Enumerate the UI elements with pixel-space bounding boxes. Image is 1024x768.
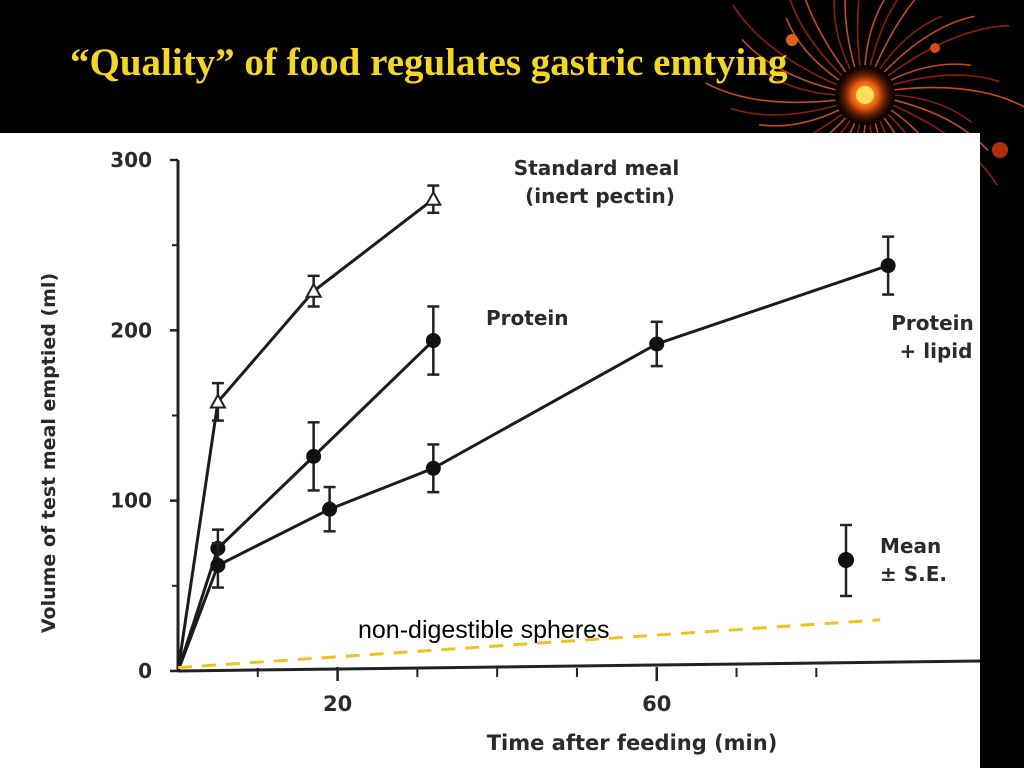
series-line [176, 339, 435, 672]
firework-ray [894, 94, 973, 123]
firework-ray [879, 15, 943, 70]
series-line [176, 197, 435, 672]
y-axis-label: Volume of test meal emptied (ml) [38, 273, 60, 633]
series-label-standard-meal-line2: (inert pectin) [525, 184, 675, 208]
series-line [176, 264, 889, 672]
series-0 [176, 184, 443, 672]
firework-ray [892, 74, 1000, 86]
firework-ray [890, 63, 972, 81]
legend-marker [838, 552, 854, 568]
data-point [424, 190, 443, 206]
y-tick-label: 200 [110, 318, 152, 342]
legend-label-line1: Mean [880, 534, 941, 558]
series-1 [176, 305, 441, 672]
firework-ray [864, 0, 886, 66]
data-point [425, 333, 441, 349]
legend-label-line2: ± S.E. [880, 562, 947, 586]
firework-ray [874, 0, 916, 68]
slide-title: “Quality” of food regulates gastric emty… [70, 41, 788, 84]
firework-ray [785, 17, 840, 81]
data-point [210, 557, 226, 573]
firework-ray [732, 4, 838, 86]
firework-ray [869, 0, 899, 66]
data-point [425, 460, 441, 476]
x-axis-label: Time after feeding (min) [487, 731, 778, 755]
data-point [322, 501, 338, 517]
firework-ray [833, 0, 851, 70]
firework-ray [804, 0, 847, 73]
firework-ray [856, 0, 861, 66]
firework-ray [757, 67, 836, 96]
series-2 [176, 235, 896, 672]
series-label-protein-lipid-line1: Protein [891, 311, 973, 335]
firework-ray [705, 82, 836, 104]
firework-ray [741, 38, 836, 91]
data-point [649, 336, 665, 352]
y-tick-label: 300 [110, 148, 152, 172]
legend: Mean ± S.E. [838, 523, 948, 598]
series-label-standard-meal-line1: Standard meal [514, 156, 679, 180]
firework-ray [844, 0, 856, 68]
firework-ray [887, 24, 1010, 77]
series-label-protein-lipid: Protein + lipid [891, 311, 980, 363]
series-label-protein-lipid-line2: + lipid [900, 339, 973, 363]
firework-ray [894, 86, 1024, 108]
firework-ray [758, 109, 840, 127]
series-label-protein: Protein [486, 306, 568, 330]
series-label-standard-meal: Standard meal (inert pectin) [514, 156, 686, 208]
series-3 [177, 618, 881, 670]
x-tick-label: 60 [642, 692, 671, 716]
legend-label: Mean ± S.E. [880, 534, 948, 586]
chart-panel: 0 100 200 300 20 60 Time after feeding (min) … [0, 133, 980, 768]
firework-ray [894, 99, 989, 152]
y-tick-label: 0 [138, 659, 152, 683]
series-label-non-digestible-spheres: non-digestible spheres [358, 616, 610, 644]
firework-ray [789, 0, 843, 77]
firework-ray [730, 104, 838, 116]
firework-ray [883, 15, 975, 73]
x-axis [177, 659, 980, 673]
series-line-dashed [177, 618, 881, 670]
y-tick-label: 100 [110, 489, 152, 513]
data-point [304, 282, 323, 298]
data-point [306, 448, 322, 464]
data-point [209, 392, 227, 409]
x-tick-label: 20 [323, 692, 352, 716]
data-point [880, 258, 896, 274]
